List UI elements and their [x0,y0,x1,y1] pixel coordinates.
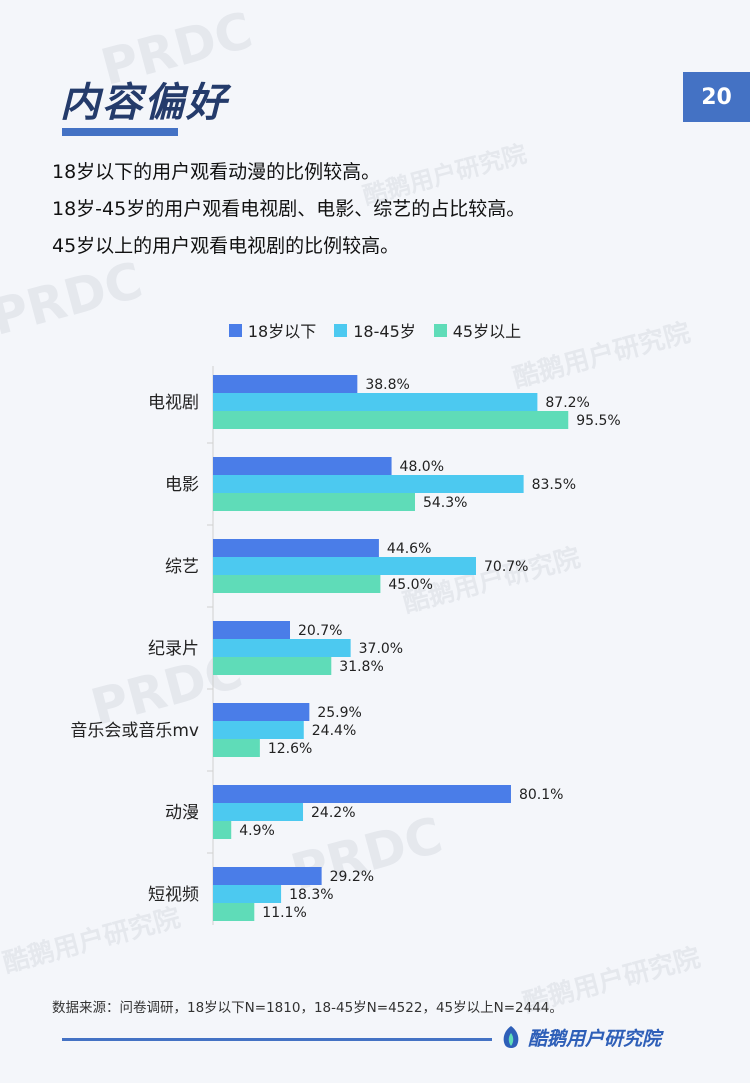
legend-item-18-45: 18-45岁 [334,318,416,342]
data-label: 95.5% [576,413,620,429]
data-label: 83.5% [532,477,576,493]
bar [213,393,538,411]
bar [213,493,415,511]
page-number-badge: 20 [683,72,750,122]
data-label: 48.0% [400,459,444,475]
page-title: 内容偏好 [60,80,228,126]
summary-line: 45岁以上的用户观看电视剧的比例较高。 [52,235,400,257]
data-label: 20.7% [298,623,342,639]
brand-logo: 酷鹅用户研究院 [500,1024,661,1051]
category-label: 电视剧 [148,393,199,413]
data-label: 87.2% [545,395,589,411]
bar [213,575,381,593]
data-label: 45.0% [388,577,432,593]
title-underline [62,128,178,136]
legend-label: 45岁以上 [452,322,522,341]
data-label: 31.8% [339,659,383,675]
category-label: 纪录片 [148,639,199,659]
bar [213,457,392,475]
data-label: 25.9% [317,705,361,721]
bar [213,885,282,903]
bar [213,557,477,575]
bar [213,821,232,839]
chart-legend: 18岁以下 18-45岁 45岁以上 [0,318,750,342]
data-label: 24.4% [312,723,356,739]
summary-line: 18岁以下的用户观看动漫的比例较高。 [52,161,381,183]
bar-chart: 电视剧 38.8% 87.2% 95.5% 电影 48.0% 83.5% 54.3% 综艺 44.… [70,366,621,925]
bar [213,539,379,557]
bar [213,621,291,639]
legend-swatch [433,323,447,337]
bar [213,803,304,821]
data-label: 80.1% [519,787,563,803]
data-label: 44.6% [387,541,431,557]
category-label: 电影 [165,475,199,495]
data-label: 18.3% [289,887,333,903]
data-label: 4.9% [239,823,275,839]
category-label: 音乐会或音乐mv [70,721,199,741]
legend-item-over-45: 45岁以上 [433,318,522,342]
bar [213,639,351,657]
legend-item-under-18: 18岁以下 [228,318,317,342]
penguin-logo-icon [503,1025,519,1048]
data-label: 24.2% [311,805,355,821]
category-label: 综艺 [165,557,199,577]
bar [213,739,260,757]
category-label: 动漫 [165,803,199,823]
bar [213,903,255,921]
brand-name: 酷鹅用户研究院 [528,1028,662,1050]
data-label: 70.7% [484,559,528,575]
summary-line: 18岁-45岁的用户观看电视剧、电影、综艺的占比较高。 [52,198,526,220]
bar [213,721,304,739]
summary-text: 18岁以下的用户观看动漫的比例较高。 18岁-45岁的用户观看电视剧、电影、综艺… [52,162,525,273]
bar [213,657,332,675]
bar [213,411,569,429]
data-label: 12.6% [268,741,312,757]
data-label: 37.0% [359,641,403,657]
data-source-note: 数据来源：问卷调研，18岁以下N=1810，18-45岁N=4522，45岁以上… [52,1000,563,1016]
category-label: 短视频 [148,885,199,905]
data-label: 54.3% [423,495,467,511]
legend-swatch [228,323,242,337]
bar [213,475,524,493]
bar [213,375,358,393]
data-label: 29.2% [330,869,374,885]
legend-label: 18-45岁 [353,322,416,341]
legend-swatch [334,323,348,337]
footer-divider [62,1038,492,1041]
data-label: 38.8% [365,377,409,393]
bar [213,867,322,885]
legend-label: 18岁以下 [247,322,317,341]
data-label: 11.1% [262,905,306,921]
bar [213,785,511,803]
bar [213,703,310,721]
